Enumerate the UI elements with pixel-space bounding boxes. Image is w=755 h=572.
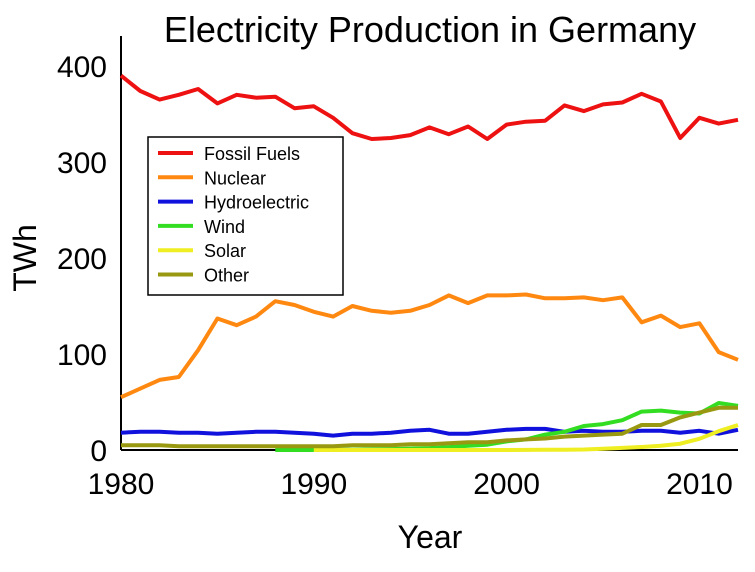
axes: 0 100 200 300 400 1980 1990 2000 2010 xyxy=(57,36,738,501)
legend-label: Solar xyxy=(204,241,246,261)
series-line-fossil-fuels xyxy=(119,74,739,141)
series-line-nuclear xyxy=(120,292,739,400)
legend-label: Fossil Fuels xyxy=(204,144,300,164)
x-tick-label: 2010 xyxy=(666,468,733,501)
series-lines xyxy=(119,74,739,452)
legend-label: Hydroelectric xyxy=(204,193,309,213)
legend-label: Other xyxy=(204,266,249,286)
series-line-other xyxy=(121,405,738,449)
y-tick-label: 100 xyxy=(57,339,107,372)
legend: Fossil Fuels Nuclear Hydroelectric Wind Sola… xyxy=(147,136,344,296)
y-tick-label: 300 xyxy=(57,147,107,180)
legend-box xyxy=(147,136,344,296)
x-axis-label: Year xyxy=(398,519,463,555)
y-tick-label: 200 xyxy=(57,243,107,276)
y-axis-label: TWh xyxy=(7,224,43,292)
x-tick-label: 2000 xyxy=(473,468,540,501)
x-tick-label: 1980 xyxy=(88,468,155,501)
series-line-wind xyxy=(275,401,739,452)
y-tick-label: 0 xyxy=(90,435,107,468)
legend-label: Wind xyxy=(204,217,245,237)
x-tick-label: 1990 xyxy=(280,468,347,501)
series-line-hydroelectric xyxy=(120,426,739,438)
legend-label: Nuclear xyxy=(204,168,266,188)
y-tick-label: 400 xyxy=(57,51,107,84)
series-line-solar xyxy=(313,423,739,452)
chart-title: Electricity Production in Germany xyxy=(164,9,696,50)
